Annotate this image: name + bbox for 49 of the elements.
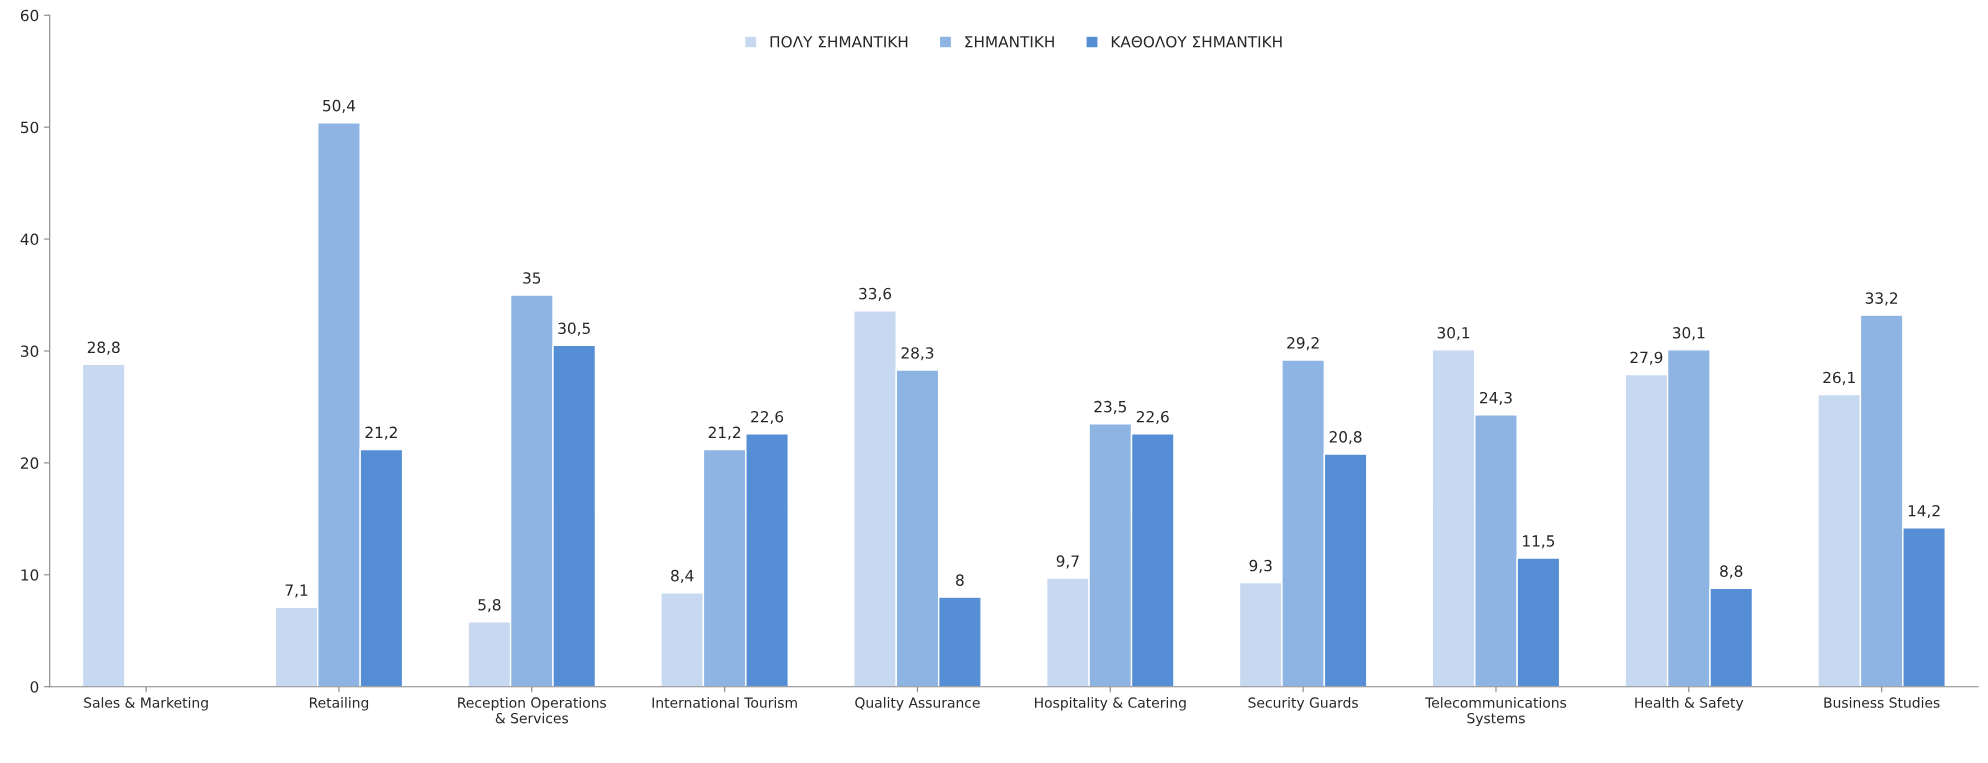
data-label: 30,5 [558, 322, 590, 336]
y-tick-label: 0 [30, 681, 39, 693]
data-label: 21,2 [708, 426, 741, 440]
x-tick-label: Telecommunications Systems [1425, 697, 1567, 727]
data-label: 20,8 [1329, 431, 1362, 445]
data-label: 22,6 [751, 410, 784, 425]
data-label: 14,2 [1908, 504, 1940, 519]
data-label: 29,2 [1287, 337, 1319, 351]
x-tick-label: Quality Assurance [855, 697, 980, 711]
data-label: 30,1 [1437, 327, 1470, 341]
data-label: 8,8 [1720, 565, 1743, 579]
x-tick-label: Security Guards [1248, 697, 1358, 711]
legend-label: ΠΟΛΥ ΣΗΜΑΝΤΙΚΗ [770, 35, 908, 48]
data-label: 33,6 [859, 287, 892, 301]
y-tick-label: 10 [21, 569, 39, 581]
data-label: 22,6 [1136, 410, 1169, 425]
data-label: 8 [956, 574, 964, 586]
data-label: 7,1 [285, 584, 308, 598]
data-label: 30,1 [1672, 327, 1705, 341]
bar [81, 363, 126, 687]
data-label: 5,8 [478, 598, 501, 613]
data-label: 28,3 [901, 347, 934, 361]
y-tick-label: 20 [20, 457, 39, 469]
data-label: 11,5 [1523, 535, 1555, 549]
data-label: 27,9 [1630, 351, 1663, 365]
y-tick-label: 40 [20, 233, 39, 246]
data-label: 9,7 [1056, 555, 1079, 569]
data-label: 33,2 [1865, 292, 1898, 306]
x-tick-label: Retailing [309, 697, 369, 711]
data-label: 21,2 [365, 426, 397, 440]
x-tick-label: Reception Operations & Services [458, 697, 607, 724]
data-label: 35 [523, 272, 541, 284]
y-tick-label: 60 [20, 9, 39, 22]
data-label: 24,3 [1480, 391, 1512, 406]
x-tick-label: Hospitality & Catering [1035, 697, 1186, 711]
x-tick-label: International Tourism [652, 697, 797, 708]
data-label: 50,4 [323, 99, 356, 113]
legend-label: ΣΗΜΑΝΤΙΚΗ [965, 36, 1054, 48]
x-tick-label: Health & Safety [1635, 697, 1744, 711]
data-label: 9,3 [1249, 559, 1272, 573]
x-tick-label: Business Studies [1824, 697, 1940, 708]
legend-label: ΚΑΘΟΛΟΥ ΣΗΜΑΝΤΙΚΗ [1111, 35, 1282, 48]
data-label: 26,1 [1823, 371, 1855, 385]
data-label: 28,8 [87, 341, 120, 355]
data-label: 23,5 [1094, 400, 1126, 414]
x-tick-label: Sales & Marketing [84, 697, 208, 711]
y-tick-label: 50 [21, 121, 39, 134]
y-tick-label: 30 [21, 345, 39, 357]
data-label: 8,4 [671, 569, 694, 583]
